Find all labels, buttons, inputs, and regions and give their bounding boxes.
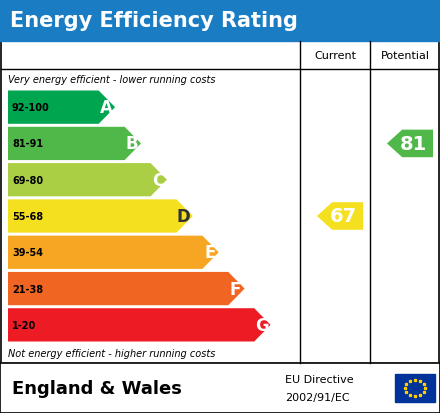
Polygon shape <box>8 200 193 233</box>
Polygon shape <box>8 272 245 306</box>
Polygon shape <box>8 164 167 197</box>
Polygon shape <box>8 91 115 124</box>
Text: 67: 67 <box>330 207 357 226</box>
Bar <box>395 374 435 402</box>
Text: Very energy efficient - lower running costs: Very energy efficient - lower running co… <box>8 75 216 85</box>
Text: England & Wales: England & Wales <box>12 379 182 397</box>
Text: C: C <box>152 171 164 189</box>
Text: 1-20: 1-20 <box>12 320 36 330</box>
Text: B: B <box>126 135 138 153</box>
Text: Not energy efficient - higher running costs: Not energy efficient - higher running co… <box>8 348 215 358</box>
Text: 92-100: 92-100 <box>12 103 50 113</box>
Text: Current: Current <box>314 51 356 61</box>
Text: F: F <box>230 280 242 298</box>
Text: 21-38: 21-38 <box>12 284 43 294</box>
Text: G: G <box>255 316 268 334</box>
Bar <box>0 0 440 42</box>
Text: EU Directive: EU Directive <box>285 374 354 384</box>
Polygon shape <box>8 236 219 269</box>
Polygon shape <box>8 128 141 161</box>
Polygon shape <box>387 131 433 158</box>
Text: 69-80: 69-80 <box>12 175 43 185</box>
Text: Potential: Potential <box>381 51 429 61</box>
Text: 39-54: 39-54 <box>12 248 43 258</box>
Text: A: A <box>99 99 113 117</box>
Bar <box>0 363 440 413</box>
Polygon shape <box>8 309 271 342</box>
Polygon shape <box>317 203 363 230</box>
Text: D: D <box>177 207 191 225</box>
Text: 81-91: 81-91 <box>12 139 43 149</box>
Text: 55-68: 55-68 <box>12 211 43 221</box>
Text: E: E <box>204 244 216 262</box>
Text: 81: 81 <box>400 135 427 154</box>
Text: Energy Efficiency Rating: Energy Efficiency Rating <box>10 11 298 31</box>
Bar <box>1 42 439 363</box>
Text: 2002/91/EC: 2002/91/EC <box>285 392 350 402</box>
